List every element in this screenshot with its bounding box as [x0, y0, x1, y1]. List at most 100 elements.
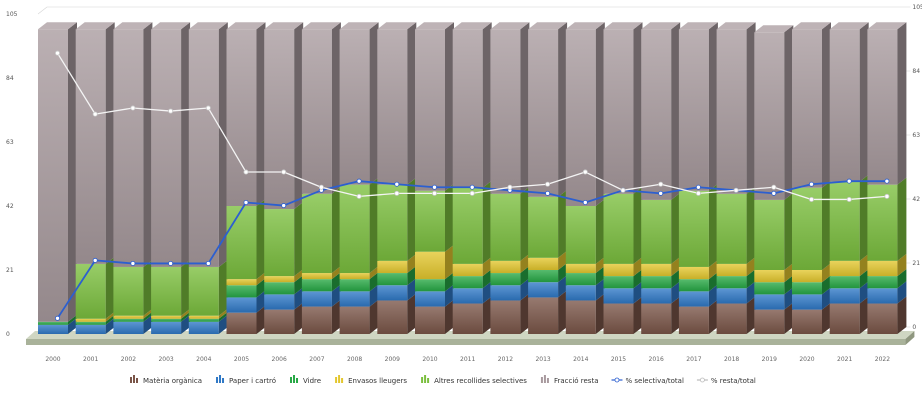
bar-side-mat-ria-org-nica	[708, 299, 718, 334]
bar-top	[452, 22, 492, 30]
bar-paper-i-cartr-	[75, 324, 106, 334]
y-tick-label: 84	[6, 75, 14, 82]
point--resta-total	[582, 169, 588, 175]
bar-side-mat-ria-org-nica	[482, 296, 492, 334]
bar-side-fracci-resta	[143, 22, 153, 267]
bar-mat-ria-org-nica	[716, 303, 747, 334]
bar-side-envasos-lleugers	[595, 256, 605, 274]
bar-side-envasos-lleugers	[558, 250, 568, 270]
bar-fracci-resta	[377, 29, 408, 185]
bar-fracci-resta	[452, 29, 483, 188]
bar-side-envasos-lleugers	[859, 253, 869, 277]
bar-vidre	[716, 276, 747, 289]
legend-label--selectiva-total: % selectiva/total	[625, 377, 683, 385]
bar-side-envasos-lleugers	[746, 256, 756, 277]
point--selectiva-total	[431, 184, 437, 190]
bar-side-vidre	[369, 272, 379, 292]
bar-paper-i-cartr-	[603, 288, 634, 304]
point--resta-total	[318, 184, 324, 190]
bar-envasos-lleugers	[565, 263, 596, 274]
bar-side-altres-recollides-selectives	[633, 186, 643, 264]
point--resta-total	[168, 108, 174, 114]
point--selectiva-total	[846, 178, 852, 184]
bar-altres-recollides-selectives	[641, 199, 672, 264]
legend-label-vidre: Vidre	[303, 377, 321, 385]
bar-side-fracci-resta	[218, 22, 228, 267]
bar-side-paper-i-cartr-	[520, 278, 530, 301]
bar-side-paper-i-cartr-	[256, 290, 266, 313]
bar-paper-i-cartr-	[226, 297, 257, 313]
bar-side-paper-i-cartr-	[859, 281, 869, 304]
bar-top	[641, 22, 681, 30]
bar-envasos-lleugers	[415, 251, 445, 280]
y-tick-label: 42	[6, 203, 14, 210]
bar-side-altres-recollides-selectives	[294, 202, 304, 277]
bar-side-fracci-resta	[294, 22, 304, 210]
y-tick-label: 0	[6, 331, 10, 338]
bar-side-fracci-resta	[520, 22, 530, 194]
bar-side-mat-ria-org-nica	[595, 293, 605, 334]
point--resta-total	[205, 105, 211, 111]
bar-mat-ria-org-nica	[603, 303, 634, 334]
point--selectiva-total	[92, 257, 98, 263]
x-tick-label: 2009	[385, 356, 400, 363]
bar-side-altres-recollides-selectives	[784, 192, 794, 270]
legend-swatch-paper-i-cartr-	[222, 378, 225, 383]
bar-side-mat-ria-org-nica	[671, 296, 681, 334]
bar-side-fracci-resta	[595, 22, 605, 206]
bar-altres-recollides-selectives	[377, 184, 408, 261]
bar-side-mat-ria-org-nica	[822, 302, 831, 334]
bar-fracci-resta	[754, 32, 785, 200]
bar-side-vidre	[256, 278, 266, 298]
bar-side-fracci-resta	[105, 22, 115, 264]
point--selectiva-total	[205, 260, 211, 266]
bar-envasos-lleugers	[754, 270, 785, 283]
bar-paper-i-cartr-	[565, 285, 596, 301]
bar-side-fracci-resta	[256, 22, 266, 206]
bar-side-vidre	[708, 272, 718, 292]
bar-side-altres-recollides-selectives	[671, 192, 681, 264]
bar-altres-recollides-selectives	[716, 193, 747, 264]
bar-side-altres-recollides-selectives	[595, 199, 605, 264]
bar-top	[377, 22, 417, 30]
bar-altres-recollides-selectives	[415, 190, 445, 252]
bar-side-envasos-lleugers	[822, 263, 831, 283]
bar-vidre	[301, 279, 332, 292]
bar-mat-ria-org-nica	[565, 300, 596, 334]
bar-fracci-resta	[264, 29, 295, 210]
bar-paper-i-cartr-	[452, 288, 483, 304]
point--selectiva-total	[469, 184, 475, 190]
bar-vidre	[678, 279, 709, 292]
bar-altres-recollides-selectives	[603, 193, 634, 264]
bar-side-envasos-lleugers	[482, 256, 492, 277]
bar-side-altres-recollides-selectives	[256, 199, 266, 280]
point--resta-total	[884, 193, 890, 199]
bar-top	[678, 22, 718, 30]
bar-side-mat-ria-org-nica	[445, 299, 454, 334]
bar-side-fracci-resta	[445, 22, 454, 191]
bar-side-envasos-lleugers	[218, 308, 228, 319]
point--resta-total	[431, 190, 437, 196]
bar-side-envasos-lleugers	[294, 269, 304, 283]
point--resta-total	[243, 169, 249, 175]
bar-side-envasos-lleugers	[897, 253, 907, 277]
bar-side-paper-i-cartr-	[482, 281, 492, 304]
x-tick-label: 2001	[83, 356, 98, 363]
point--selectiva-total	[545, 190, 551, 196]
legend-swatch-paper-i-cartr-	[219, 375, 222, 383]
bar-mat-ria-org-nica	[867, 303, 898, 334]
x-tick-label: 2014	[573, 356, 588, 363]
bar-envasos-lleugers	[264, 276, 295, 283]
bar-side-fracci-resta	[746, 22, 756, 194]
bar-side-mat-ria-org-nica	[746, 296, 756, 334]
point--resta-total	[356, 193, 362, 199]
bar-side-mat-ria-org-nica	[633, 296, 643, 334]
bar-top	[565, 22, 605, 30]
bar-top	[415, 22, 454, 30]
point--selectiva-total	[695, 184, 701, 190]
legend-label-paper-i-cartr-: Paper i cartró	[229, 377, 276, 385]
bar-fracci-resta	[678, 29, 709, 191]
bar-side-paper-i-cartr-	[558, 275, 568, 298]
bar-altres-recollides-selectives	[113, 266, 144, 316]
